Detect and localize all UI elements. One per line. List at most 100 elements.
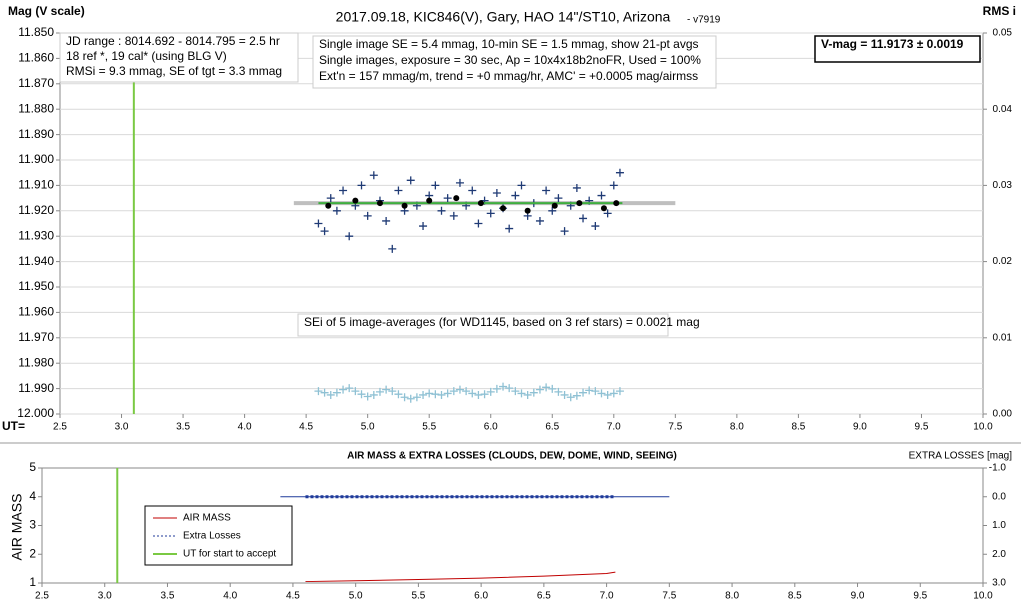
x-tick-label: 6.0 [484,422,498,433]
point [486,209,495,218]
legend-label: AIR MASS [183,513,231,524]
point [388,244,397,253]
x-axis-label: UT= [2,419,25,433]
point [394,186,403,195]
point [388,387,397,396]
y-tick-label: 11.910 [18,178,54,192]
point [425,389,434,398]
note-text: 18 ref *, 19 cal* (using BLG V) [66,49,227,63]
point [406,394,415,403]
x-tick-label: 8.5 [788,591,802,602]
point [449,211,458,220]
y-tick-label: 11.850 [18,25,54,39]
avg-point [600,205,607,212]
point [369,171,378,180]
point [615,168,624,177]
avg-point [500,205,507,212]
y2-axis-label: EXTRA LOSSES [mag] [909,451,1013,462]
y2-tick-label: 0.01 [993,332,1013,343]
point [579,388,588,397]
point [511,387,520,396]
point [400,393,409,402]
point [455,385,464,394]
x-tick-label: 7.5 [662,591,676,602]
point [517,389,526,398]
x-tick-label: 8.0 [730,422,744,433]
point [462,387,471,396]
x-tick-label: 5.5 [411,591,425,602]
series-line [305,571,616,583]
point [548,206,557,215]
x-tick-label: 5.0 [361,422,375,433]
point [437,206,446,215]
point [314,387,323,396]
point [419,222,428,231]
point [529,388,538,397]
point [468,186,477,195]
point [597,191,606,200]
x-tick-label: 10.0 [973,591,993,602]
x-tick-label: 8.0 [725,591,739,602]
point [412,393,421,402]
point [419,390,428,399]
point [548,384,557,393]
point [492,189,501,198]
y-tick-label: 3 [29,518,36,532]
point [480,390,489,399]
point [468,389,477,398]
y2-tick-label: 0.00 [993,409,1013,420]
avg-point [325,202,332,209]
x-tick-label: 5.5 [422,422,436,433]
point [320,388,329,397]
x-tick-label: 9.5 [913,591,927,602]
point [339,186,348,195]
note-text: Single images, exposure = 30 sec, Ap = 1… [319,53,701,67]
point [542,383,551,392]
y-axis-label: Mag (V scale) [8,4,85,18]
chart-subtitle: - v7919 [687,15,721,26]
note-text: Single image SE = 5.4 mmag, 10-min SE = … [319,37,699,51]
y-axis-label: AIR MASS [9,494,25,561]
avg-point [551,202,558,209]
y2-tick-label: 1.0 [992,520,1006,531]
point [560,227,569,236]
y2-tick-label: 2.0 [992,549,1006,560]
point [351,387,360,396]
point [431,181,440,190]
point [357,390,366,399]
note-text: Ext'n = 157 mmag/m, trend = +0 mmag/hr, … [319,69,698,83]
point [339,385,348,394]
point [320,227,329,236]
y-tick-label: 11.990 [18,381,54,395]
avg-point [401,202,408,209]
note-box [59,32,299,83]
y-tick-label: 11.920 [18,203,54,217]
x-tick-label: 6.5 [545,422,559,433]
x-tick-label: 6.0 [474,591,488,602]
y-tick-label: 4 [29,489,36,503]
point [345,232,354,241]
point [326,390,335,399]
x-tick-label: 7.0 [600,591,614,602]
y-tick-label: 11.900 [18,152,54,166]
y-tick-label: 11.860 [18,51,54,65]
point [474,219,483,228]
point [511,191,520,200]
avg-point [426,197,433,204]
point [363,392,372,401]
avg-point [376,200,383,207]
point [603,390,612,399]
avg-point [524,207,531,214]
point [406,176,415,185]
x-tick-label: 7.5 [668,422,682,433]
y-tick-label: 11.950 [18,279,54,293]
point [394,390,403,399]
y2-tick-label: -1.0 [989,463,1007,474]
legend-label: Extra Losses [183,531,241,542]
point [449,387,458,396]
chart-title: AIR MASS & EXTRA LOSSES (CLOUDS, DEW, DO… [347,451,677,462]
y-tick-label: 11.880 [18,101,54,115]
y2-axis-label: RMS i [983,4,1016,18]
avg-point [477,200,484,207]
